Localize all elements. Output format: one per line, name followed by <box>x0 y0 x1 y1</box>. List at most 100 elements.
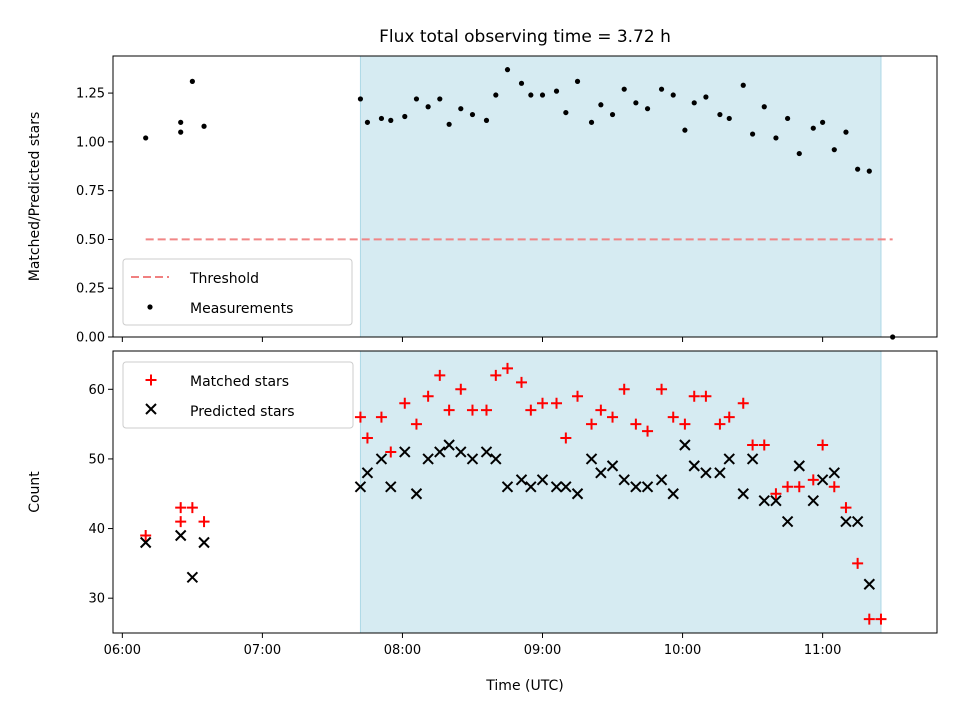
predicted-star-point <box>679 439 691 451</box>
chart-title: Flux total observing time = 3.72 h <box>379 27 671 47</box>
measurement-point <box>189 78 195 84</box>
matched-star-point <box>443 404 455 416</box>
matched-star-point <box>828 481 840 493</box>
matched-star-point <box>490 369 502 381</box>
measurement-point <box>644 106 651 112</box>
top-y-tick-label: 0.25 <box>76 282 105 297</box>
matched-star-point <box>656 383 668 395</box>
matched-star-point <box>714 418 726 430</box>
predicted-star-point <box>515 474 528 486</box>
x-tick-label: 11:00 <box>804 643 841 658</box>
predicted-star-point <box>550 481 563 493</box>
matched-star-point <box>863 613 875 625</box>
matched-star-point <box>525 404 537 416</box>
predicted-star-point <box>618 474 630 486</box>
measurement-point <box>609 111 616 118</box>
predicted-star-point <box>630 481 642 493</box>
measurement-point <box>388 117 394 123</box>
flux-ratio-panel: 0.00 0.25 0.50 0.75 1.00 1.25 Matched/Predicte… <box>27 27 938 346</box>
measurement-point <box>831 147 837 153</box>
matched-star-point <box>572 390 584 402</box>
measurement-point <box>553 88 560 94</box>
predicted-star-point <box>501 481 514 493</box>
measurement-point <box>598 102 604 108</box>
legend-matched-label: Matched stars <box>190 374 289 390</box>
matched-star-point <box>807 474 819 486</box>
matched-star-point <box>793 481 805 493</box>
measurement-point <box>588 119 595 125</box>
measurement-point <box>726 115 732 122</box>
predicted-star-point <box>641 481 654 493</box>
matched-star-point <box>175 502 187 514</box>
measurement-point <box>539 92 546 98</box>
predicted-star-point <box>714 467 726 479</box>
predicted-star-point <box>443 439 455 451</box>
bottom-observing-span <box>359 350 882 634</box>
legend-matched-swatch <box>145 374 157 386</box>
legend-threshold-label: Threshold <box>189 271 259 287</box>
matched-star-point <box>385 446 397 458</box>
measurement-point <box>378 115 385 122</box>
matched-star-point <box>410 418 422 430</box>
predicted-star-point <box>385 481 397 493</box>
legend-predicted-label: Predicted stars <box>190 404 295 420</box>
measurement-point <box>201 123 207 129</box>
matched-star-point <box>642 425 654 437</box>
measurement-point <box>364 119 371 125</box>
matched-star-point <box>361 432 373 444</box>
predicted-star-point <box>770 494 782 507</box>
measurement-point <box>483 117 490 123</box>
x-tick-label: 10:00 <box>664 643 701 658</box>
measurement-point <box>402 113 408 120</box>
top-y-tick-label: 1.00 <box>76 135 105 150</box>
legend-measurements-swatch <box>147 304 153 310</box>
predicted-star-point <box>863 578 876 590</box>
measurement-point <box>469 111 476 118</box>
matched-star-point <box>186 502 198 514</box>
measurement-point <box>810 125 816 131</box>
top-y-axis-label: Matched/Predicted stars <box>27 112 43 282</box>
predicted-star-point <box>840 515 852 528</box>
matched-star-point <box>175 516 187 528</box>
predicted-star-point <box>139 536 152 549</box>
x-axis-label: Time (UTC) <box>485 678 563 694</box>
matched-star-point <box>618 383 630 395</box>
measurement-point <box>633 100 639 106</box>
measurement-point <box>518 80 525 86</box>
matched-star-point <box>667 411 679 423</box>
predicted-star-point <box>793 460 805 472</box>
top-observing-span <box>359 55 882 338</box>
measurement-point <box>437 96 443 102</box>
bottom-y-tick-label: 30 <box>88 592 105 607</box>
predicted-star-point <box>851 515 864 528</box>
measurement-point <box>749 131 756 137</box>
top-legend <box>122 258 353 326</box>
measurement-point <box>458 106 464 112</box>
measurement-point <box>703 94 709 100</box>
predicted-star-point <box>422 453 434 465</box>
measurement-point <box>574 78 581 84</box>
predicted-star-point <box>361 467 374 479</box>
predicted-star-point <box>595 467 607 479</box>
matched-star-point <box>758 439 770 451</box>
predicted-star-point <box>781 515 794 528</box>
predicted-star-point <box>816 474 829 486</box>
matched-star-point <box>422 390 434 402</box>
x-tick-label: 07:00 <box>244 643 281 658</box>
legend-measurements-label: Measurements <box>190 301 293 317</box>
bottom-y-tick-label: 50 <box>88 452 105 467</box>
matched-star-point <box>688 390 700 402</box>
matched-star-point <box>770 488 782 500</box>
measurement-point <box>691 100 697 106</box>
matched-star-point <box>679 418 691 430</box>
matched-star-point <box>630 418 642 430</box>
top-plot-frame <box>112 55 938 338</box>
measurement-point <box>425 104 431 110</box>
bottom-legend <box>122 361 354 429</box>
predicted-star-point <box>746 453 759 465</box>
predicted-star-point <box>655 474 668 486</box>
measurement-point <box>621 86 627 92</box>
matched-star-point <box>480 404 492 416</box>
predicted-star-point <box>399 446 411 458</box>
